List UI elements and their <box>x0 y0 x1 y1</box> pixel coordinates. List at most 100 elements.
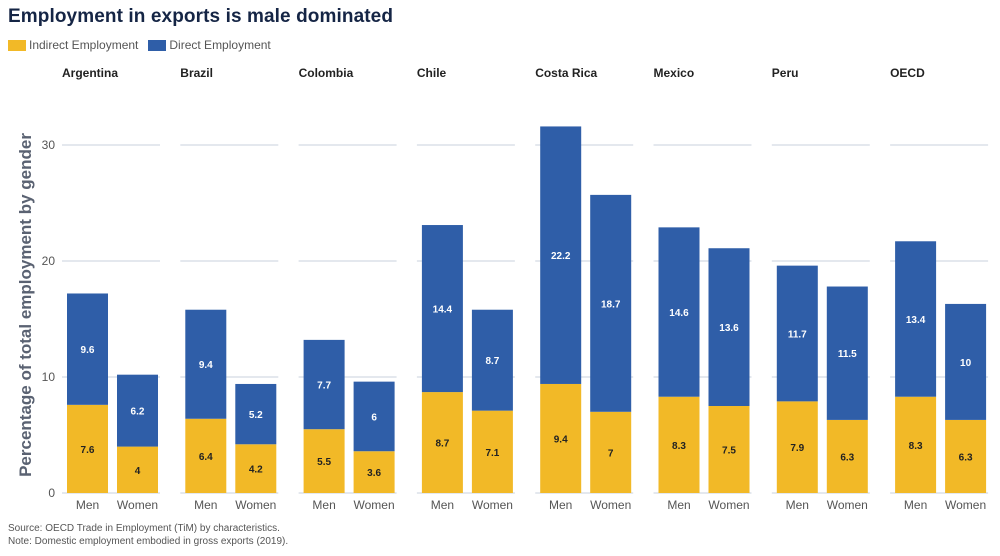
bar-indirect[interactable] <box>945 419 987 493</box>
y-tick-label: 30 <box>42 138 56 152</box>
bar-indirect[interactable] <box>117 446 158 493</box>
footnote: Note: Domestic employment embodied in gr… <box>8 536 289 547</box>
bar-direct[interactable] <box>67 293 108 405</box>
x-tick-label: Women <box>235 498 276 512</box>
data-label-indirect: 6.3 <box>840 452 854 463</box>
x-tick-label: Men <box>312 498 335 512</box>
legend-label-direct: Direct Employment <box>169 38 271 52</box>
data-label-indirect: 6.3 <box>959 452 973 463</box>
data-label-direct: 7.7 <box>317 381 331 392</box>
x-tick-label: Men <box>667 498 690 512</box>
data-label-direct: 5.2 <box>249 410 263 421</box>
bar-indirect[interactable] <box>67 404 108 493</box>
data-label-direct: 10 <box>960 358 972 369</box>
chart-notes: Source: OECD Trade in Employment (TiM) b… <box>8 522 288 548</box>
data-label-direct: 18.7 <box>601 299 621 310</box>
bar-indirect[interactable] <box>421 392 463 493</box>
panel-title: Colombia <box>299 66 354 80</box>
bar-indirect[interactable] <box>303 429 345 493</box>
bar-indirect[interactable] <box>353 451 395 493</box>
bar-indirect[interactable] <box>590 411 632 493</box>
data-label-direct: 11.7 <box>788 330 807 341</box>
bar-indirect[interactable] <box>895 396 937 493</box>
legend-item-direct[interactable]: Direct Employment <box>148 38 271 52</box>
data-label-indirect: 9.4 <box>554 434 568 445</box>
legend-swatch-indirect <box>8 39 26 51</box>
bar-indirect[interactable] <box>235 444 277 493</box>
bar-indirect[interactable] <box>708 406 750 493</box>
bar-direct[interactable] <box>353 381 395 452</box>
bar-indirect[interactable] <box>776 401 818 493</box>
bar-direct[interactable] <box>895 241 937 397</box>
x-tick-label: Women <box>945 498 986 512</box>
data-label-direct: 6 <box>371 412 377 423</box>
data-label-direct: 9.4 <box>199 360 213 371</box>
data-label-indirect: 8.7 <box>435 439 449 450</box>
x-tick-label: Women <box>827 498 868 512</box>
panel-title: OECD <box>890 66 925 80</box>
data-label-indirect: 3.6 <box>367 468 381 479</box>
y-tick-label: 10 <box>42 370 56 384</box>
x-tick-label: Women <box>117 498 158 512</box>
bar-direct[interactable] <box>117 374 158 447</box>
data-label-indirect: 7.6 <box>81 445 95 456</box>
data-label-indirect: 6.4 <box>199 452 213 463</box>
bar-indirect[interactable] <box>185 418 227 493</box>
data-label-direct: 13.6 <box>719 323 739 334</box>
data-label-direct: 14.4 <box>433 305 453 316</box>
bar-direct[interactable] <box>421 225 463 393</box>
x-tick-label: Women <box>590 498 631 512</box>
panel-title: Chile <box>417 66 447 80</box>
bar-direct[interactable] <box>235 383 277 445</box>
panel-title: Costa Rica <box>535 66 597 80</box>
x-tick-label: Men <box>194 498 217 512</box>
bar-direct[interactable] <box>945 303 987 420</box>
bar-direct[interactable] <box>185 309 227 419</box>
data-label-direct: 9.6 <box>81 345 95 356</box>
legend: Indirect Employment Direct Employment <box>8 38 281 52</box>
data-label-indirect: 8.3 <box>909 441 923 452</box>
x-tick-label: Women <box>708 498 749 512</box>
panel-title: Brazil <box>180 66 213 80</box>
data-label-indirect: 7 <box>608 448 614 459</box>
y-axis-title: Percentage of total employment by gender <box>16 133 35 477</box>
bar-direct[interactable] <box>590 194 632 412</box>
bar-direct[interactable] <box>708 248 750 406</box>
y-tick-label: 0 <box>48 486 55 500</box>
data-label-direct: 6.2 <box>131 407 145 418</box>
bar-direct[interactable] <box>826 286 868 420</box>
y-tick-label: 20 <box>42 254 56 268</box>
data-label-indirect: 7.1 <box>485 448 499 459</box>
panel-title: Peru <box>772 66 799 80</box>
data-label-indirect: 7.9 <box>790 443 804 454</box>
data-label-indirect: 4 <box>135 466 141 477</box>
x-tick-label: Men <box>76 498 99 512</box>
bar-indirect[interactable] <box>540 383 582 493</box>
data-label-direct: 13.4 <box>906 315 926 326</box>
bar-direct[interactable] <box>658 227 700 397</box>
bar-direct[interactable] <box>776 265 818 402</box>
data-label-direct: 11.5 <box>838 349 857 360</box>
bar-direct[interactable] <box>303 339 345 430</box>
data-label-indirect: 5.5 <box>317 457 331 468</box>
bar-indirect[interactable] <box>826 419 868 493</box>
data-label-direct: 14.6 <box>669 308 689 319</box>
x-tick-label: Men <box>786 498 809 512</box>
legend-item-indirect[interactable]: Indirect Employment <box>8 38 138 52</box>
bar-indirect[interactable] <box>471 410 513 493</box>
legend-swatch-direct <box>148 39 167 51</box>
panel-title: Argentina <box>62 66 118 80</box>
data-label-direct: 8.7 <box>485 356 499 367</box>
bar-direct[interactable] <box>540 126 582 384</box>
x-tick-label: Men <box>904 498 927 512</box>
bar-direct[interactable] <box>471 309 513 411</box>
x-tick-label: Men <box>431 498 454 512</box>
data-label-indirect: 8.3 <box>672 441 686 452</box>
panel-title: Mexico <box>654 66 695 80</box>
data-label-indirect: 4.2 <box>249 465 263 476</box>
x-tick-label: Women <box>354 498 395 512</box>
data-label-direct: 22.2 <box>551 251 571 262</box>
bar-indirect[interactable] <box>658 396 700 493</box>
chart-title: Employment in exports is male dominated <box>8 6 394 27</box>
